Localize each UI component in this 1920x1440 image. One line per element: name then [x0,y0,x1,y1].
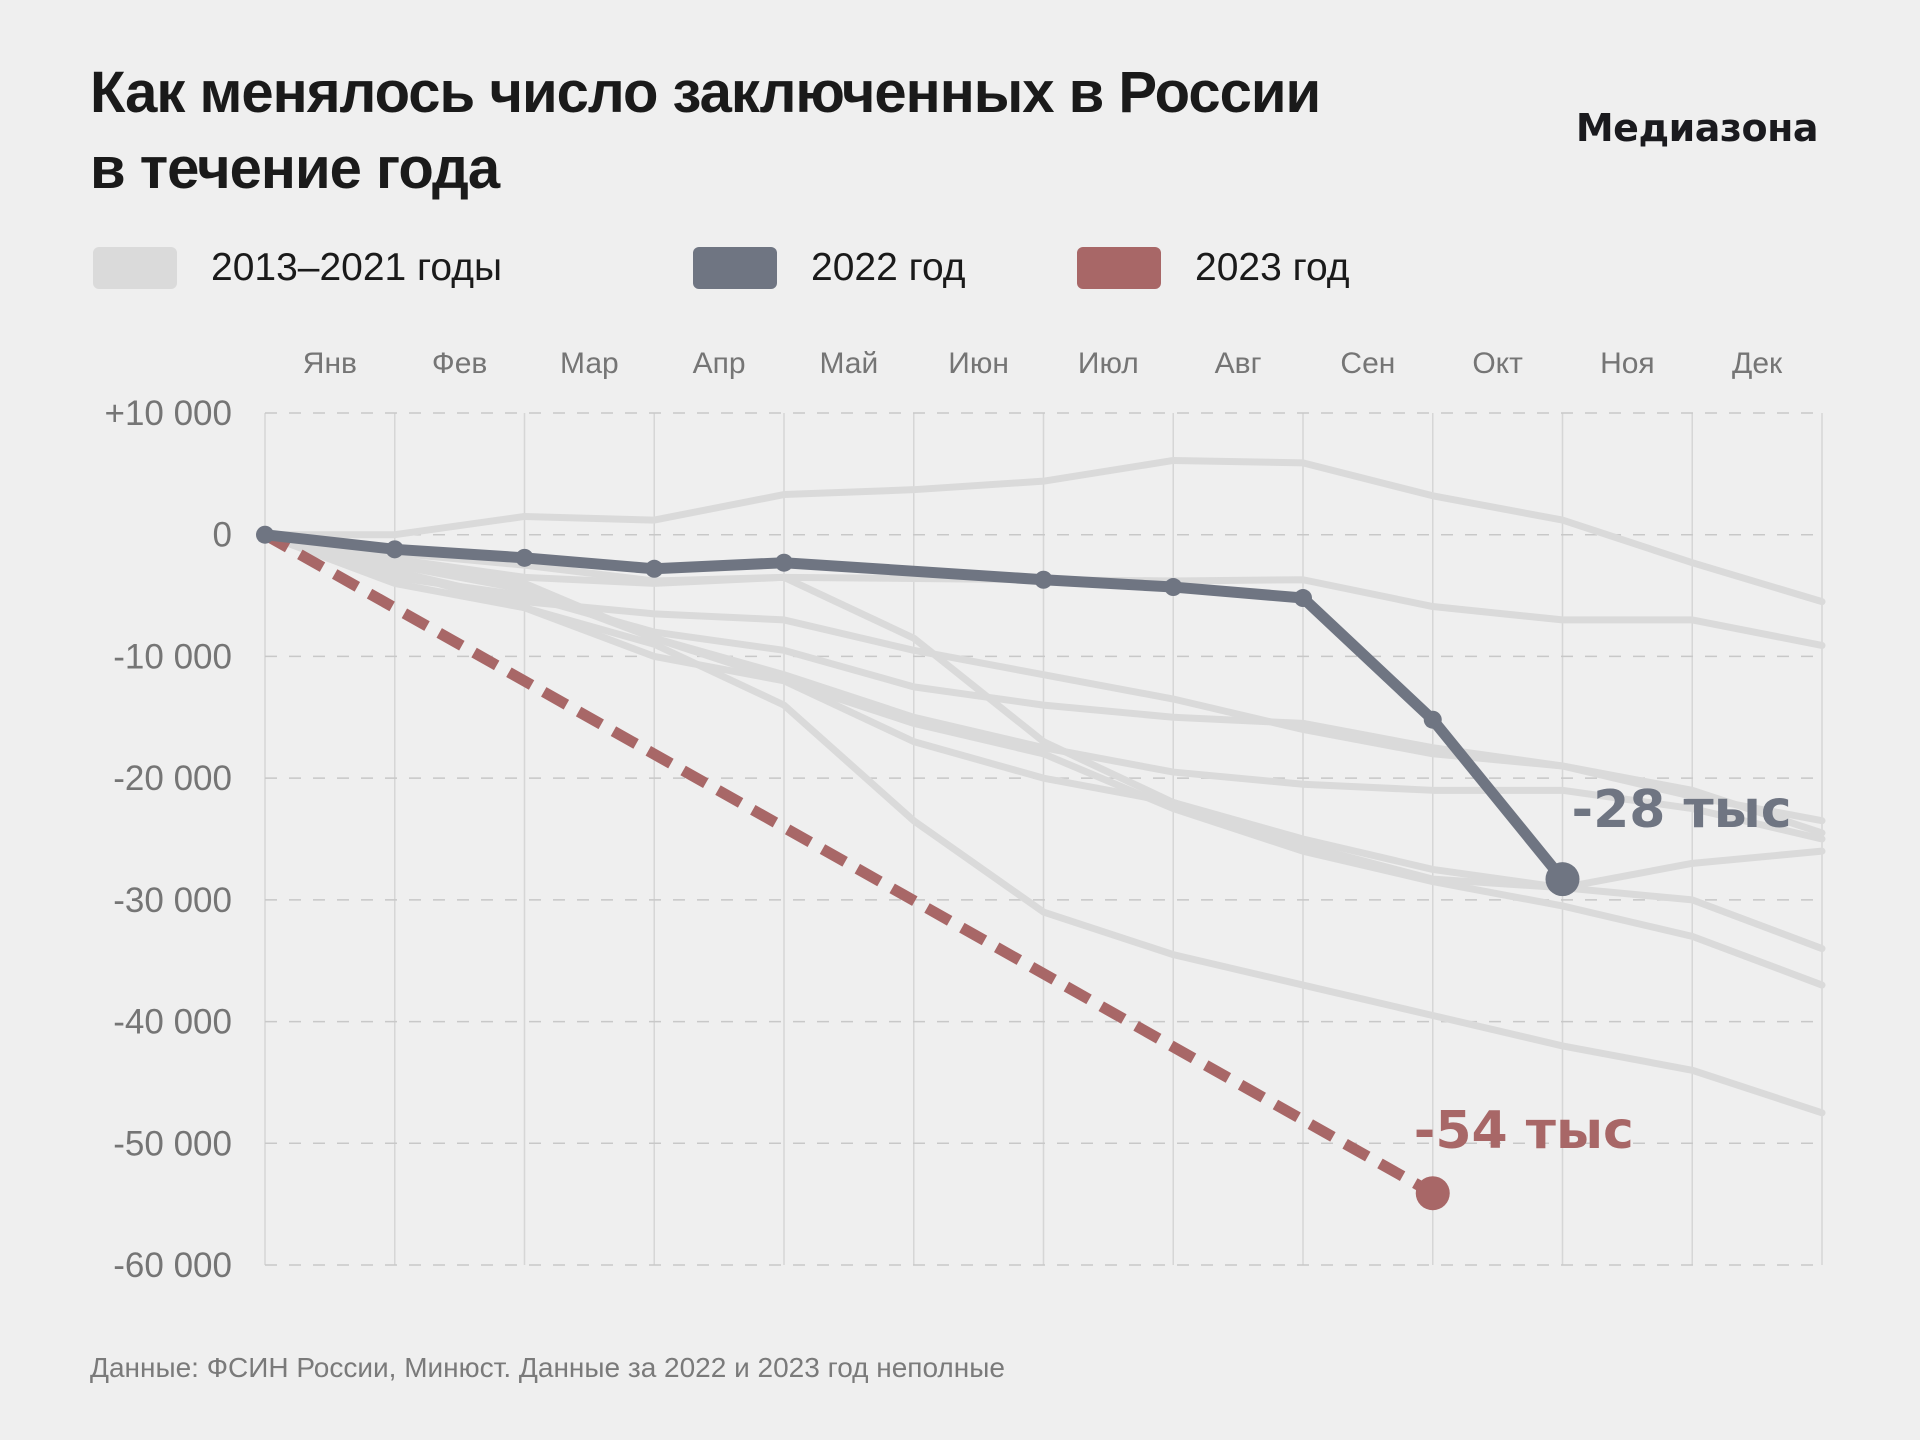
annotations: -54 тыс -28 тыс [1414,780,1792,1161]
y-tick-label: -40 000 [113,1003,232,1042]
y-tick-label: -60 000 [113,1246,232,1285]
x-tick-label: Сен [1340,347,1395,380]
point-2022 [385,540,404,559]
x-tick-label: Авг [1215,347,1262,380]
history-line [261,456,1826,606]
source-note: Данные: ФСИН России, Минюст. Данные за 2… [90,1352,1005,1383]
point-2022 [775,553,793,572]
point-2022 [645,559,664,578]
legend-label-history: 2013–2021 годы [211,246,503,289]
label-2022-change: -28 тыс [1572,780,1792,840]
history-line [261,531,1826,1117]
x-tick-label: Янв [303,347,357,380]
x-tick-label: Июл [1078,347,1139,380]
point-2022 [515,548,534,567]
x-tick-label: Фев [432,347,487,380]
title-line-1: Как менялось число заключенных в России [90,60,1321,125]
legend-item-2023: 2023 год [1077,244,1350,292]
point-2022 [1294,589,1312,608]
line-2022 [259,529,1568,885]
legend-item-history: 2013–2021 годы [93,244,502,292]
history-line [261,531,1826,843]
x-tick-label: Апр [693,347,746,380]
series-2022 [256,525,1580,897]
y-tick-label: +10 000 [105,394,233,433]
x-tick-label: Мар [560,347,619,380]
vertical-gridlines [264,413,1823,1265]
brand-logo: Медиазона [1575,106,1819,150]
x-axis-labels: Янв Фев Мар Апр Май Июн Июл Авг Сен Окт Ноя Дек [303,347,1783,380]
legend: 2013–2021 годы 2022 год 2023 год [0,244,1920,292]
x-tick-label: Июн [948,347,1009,380]
y-axis-labels: +10 000 0 -10 000 -20 000 -30 000 -40 000 -50 … [105,394,233,1285]
x-tick-label: Окт [1472,347,1523,380]
legend-swatch-history [93,247,177,289]
point-2023-end [1415,1176,1450,1211]
legend-label-2023: 2023 год [1195,246,1350,289]
line-2023 [262,529,1436,1198]
point-2022 [256,525,274,544]
legend-swatch-2023 [1077,247,1161,289]
point-2022-end [1545,862,1580,897]
point-2022 [1423,710,1442,729]
point-2022 [1034,570,1053,589]
legend-swatch-2022 [693,247,777,289]
x-tick-label: Май [819,347,878,380]
title-line-2: в течение года [90,136,500,201]
legend-label-2022: 2022 год [811,246,966,289]
point-2022 [1164,578,1183,597]
chart-title: Как менялось число заключенных в России … [90,55,1490,207]
y-tick-label: -30 000 [113,881,232,920]
x-tick-label: Дек [1732,347,1783,380]
history-line [261,531,1826,825]
x-tick-label: Ноя [1600,347,1655,380]
y-tick-label: 0 [213,516,232,555]
y-tick-label: -50 000 [113,1124,232,1163]
label-2023-change: -54 тыс [1414,1101,1634,1161]
y-tick-label: -20 000 [113,759,232,798]
legend-item-2022: 2022 год [693,244,966,292]
history-line [261,531,1826,989]
series-2023 [262,529,1450,1211]
y-tick-label: -10 000 [113,637,232,676]
